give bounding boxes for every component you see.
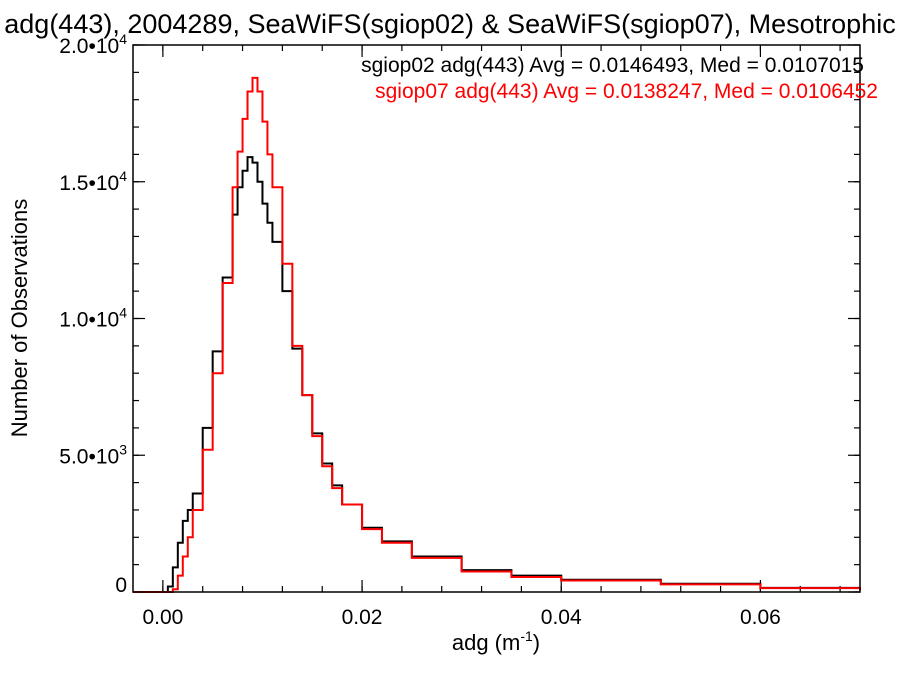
x-tick-label: 0.00 <box>142 606 183 629</box>
legend-entry-sgiop07: sgiop07 adg(443) Avg = 0.0138247, Med = … <box>375 80 878 103</box>
x-tick-label: 0.06 <box>740 606 781 629</box>
y-tick-label: 5.0•103 <box>59 441 127 468</box>
x-tick-label: 0.04 <box>541 606 582 629</box>
y-tick-label: 2.0•104 <box>59 31 127 58</box>
chart-title: adg(443), 2004289, SeaWiFS(sgiop02) & Se… <box>4 9 895 39</box>
series-line-sgiop02 <box>133 156 861 593</box>
y-tick-label: 1.5•104 <box>59 168 127 195</box>
y-tick-label: 1.0•104 <box>59 305 127 332</box>
x-tick-label: 0.02 <box>342 606 383 629</box>
legend-entry-sgiop02: sgiop02 adg(443) Avg = 0.0146493, Med = … <box>361 54 864 77</box>
plot-frame <box>132 44 861 593</box>
x-axis-label: adg (m-1) <box>452 628 540 655</box>
series-line-sgiop07 <box>133 76 861 593</box>
y-axis-label: Number of Observations <box>7 199 32 437</box>
y-tick-label: 0 <box>115 574 127 597</box>
